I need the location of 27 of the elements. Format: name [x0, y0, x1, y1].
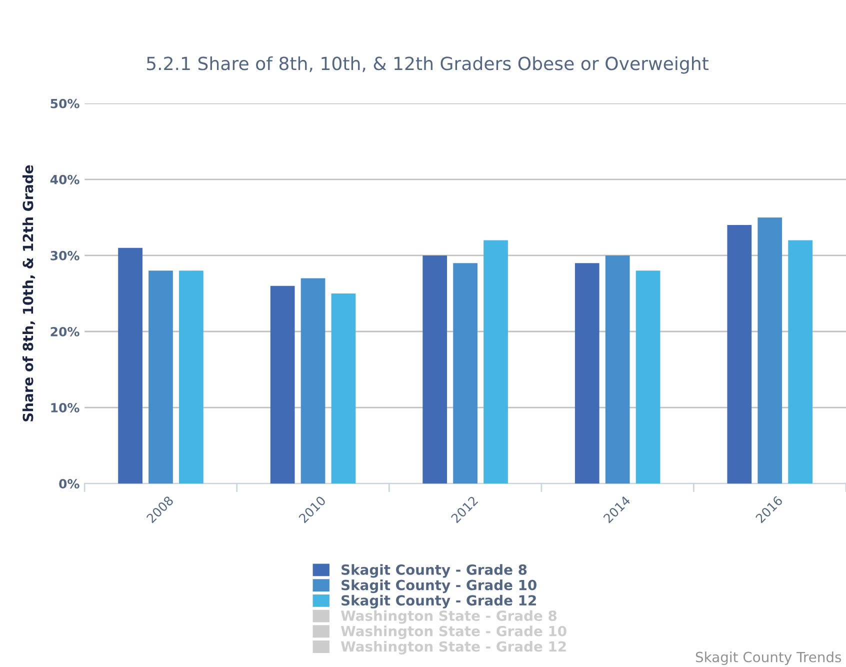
bar — [574, 263, 600, 484]
y-tick-label: 40% — [50, 174, 80, 184]
y-tick-label: 10% — [51, 403, 80, 412]
y-tick-label: 0% — [59, 479, 80, 488]
bar — [453, 263, 478, 484]
y-tick-label: 30% — [50, 250, 80, 260]
bar — [727, 225, 752, 484]
bar — [636, 270, 660, 484]
legend-label: Skagit County - Grade 12 — [342, 594, 536, 608]
bar — [148, 270, 173, 484]
y-axis-title: Share of 8th, 10th, & 12th Grade — [22, 165, 36, 422]
bar — [300, 278, 326, 484]
bar — [788, 240, 812, 484]
bar — [331, 293, 356, 484]
bar — [758, 217, 782, 484]
bar — [118, 248, 142, 484]
y-tick-label: 20% — [50, 326, 80, 336]
legend-label: Skagit County - Grade 10 — [342, 580, 536, 594]
bar — [179, 270, 204, 484]
bar — [605, 255, 630, 484]
y-tick-label: 50% — [50, 98, 80, 108]
legend-label: Skagit County - Grade 8 — [342, 564, 527, 578]
bar — [484, 240, 508, 484]
bar — [270, 286, 295, 484]
text: Skagit County Trends — [696, 652, 842, 665]
chart-title: 5.2.1 Share of 8th, 10th, & 12th Graders Obese or Overweight — [146, 56, 708, 74]
bar — [422, 255, 448, 484]
